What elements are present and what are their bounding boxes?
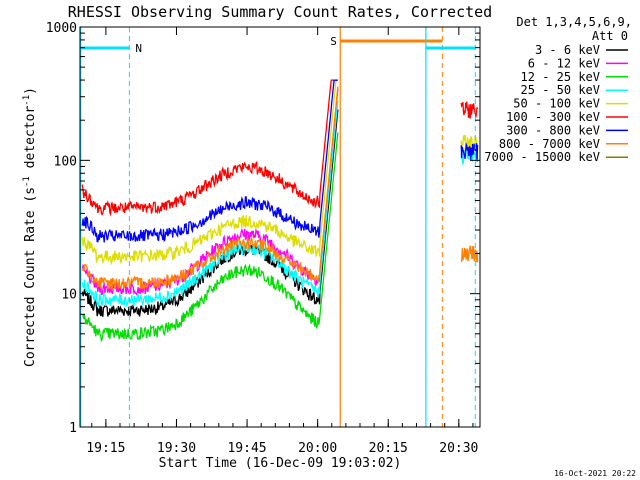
legend-header-line1: Det 1,3,4,5,6,9, xyxy=(516,15,632,29)
y-axis-label-end: ) xyxy=(23,87,38,95)
series-line xyxy=(81,79,338,266)
y-axis-label-mid: detector xyxy=(23,106,38,177)
marker-label: N xyxy=(135,42,142,55)
series-line xyxy=(81,79,338,217)
legend-label: 50 - 100 keV xyxy=(513,97,600,111)
footer-date: 16-Oct-2021 20:22 xyxy=(554,469,636,478)
y-tick-label: 1000 xyxy=(46,21,77,36)
series-line xyxy=(81,86,339,291)
y-tick-label: 10 xyxy=(61,288,77,303)
x-tick-label: 19:30 xyxy=(157,441,196,456)
y-axis-label: Corrected Count Rate (s-1 detector-1) xyxy=(22,87,38,367)
series-line xyxy=(81,79,338,243)
y-axis-label-sup2: -1 xyxy=(22,95,32,106)
chart-title: RHESSI Observing Summary Count Rates, Co… xyxy=(68,3,492,21)
plot-frame xyxy=(79,26,481,428)
y-axis: 1 10 100 1000 xyxy=(46,21,480,436)
y-axis-label-main: Corrected Count Rate (s xyxy=(23,187,38,367)
legend-label: 25 - 50 keV xyxy=(521,83,600,97)
x-tick-label: 20:15 xyxy=(369,441,408,456)
series-layer xyxy=(81,79,479,343)
series-line xyxy=(81,100,339,308)
x-axis-label: Start Time (16-Dec-09 19:03:02) xyxy=(159,456,402,471)
legend-label: 7000 - 15000 keV xyxy=(484,150,600,164)
legend-label: 300 - 800 keV xyxy=(506,123,600,137)
x-tick-label: 20:30 xyxy=(439,441,478,456)
legend-label: 6 - 12 keV xyxy=(528,56,600,70)
legend-header-line2: Att 0 xyxy=(592,29,628,43)
y-tick-label: 100 xyxy=(54,154,77,169)
legend-label: 100 - 300 keV xyxy=(506,110,600,124)
y-axis-label-sup1: -1 xyxy=(22,176,32,187)
legend-label: 3 - 6 keV xyxy=(535,43,600,57)
legend-label: 800 - 7000 keV xyxy=(499,137,600,151)
series-line-post xyxy=(460,134,479,153)
legend-label: 12 - 25 keV xyxy=(521,70,600,84)
marker-layer: NS xyxy=(80,27,476,427)
marker-label: S xyxy=(330,35,337,48)
x-tick-label: 20:00 xyxy=(298,441,337,456)
series-line xyxy=(81,132,339,343)
x-tick-label: 19:15 xyxy=(86,441,125,456)
y-tick-label: 1 xyxy=(69,421,77,436)
x-axis: 19:15 19:30 19:45 20:00 20:15 20:30 xyxy=(86,27,478,456)
x-tick-label: 19:45 xyxy=(227,441,266,456)
